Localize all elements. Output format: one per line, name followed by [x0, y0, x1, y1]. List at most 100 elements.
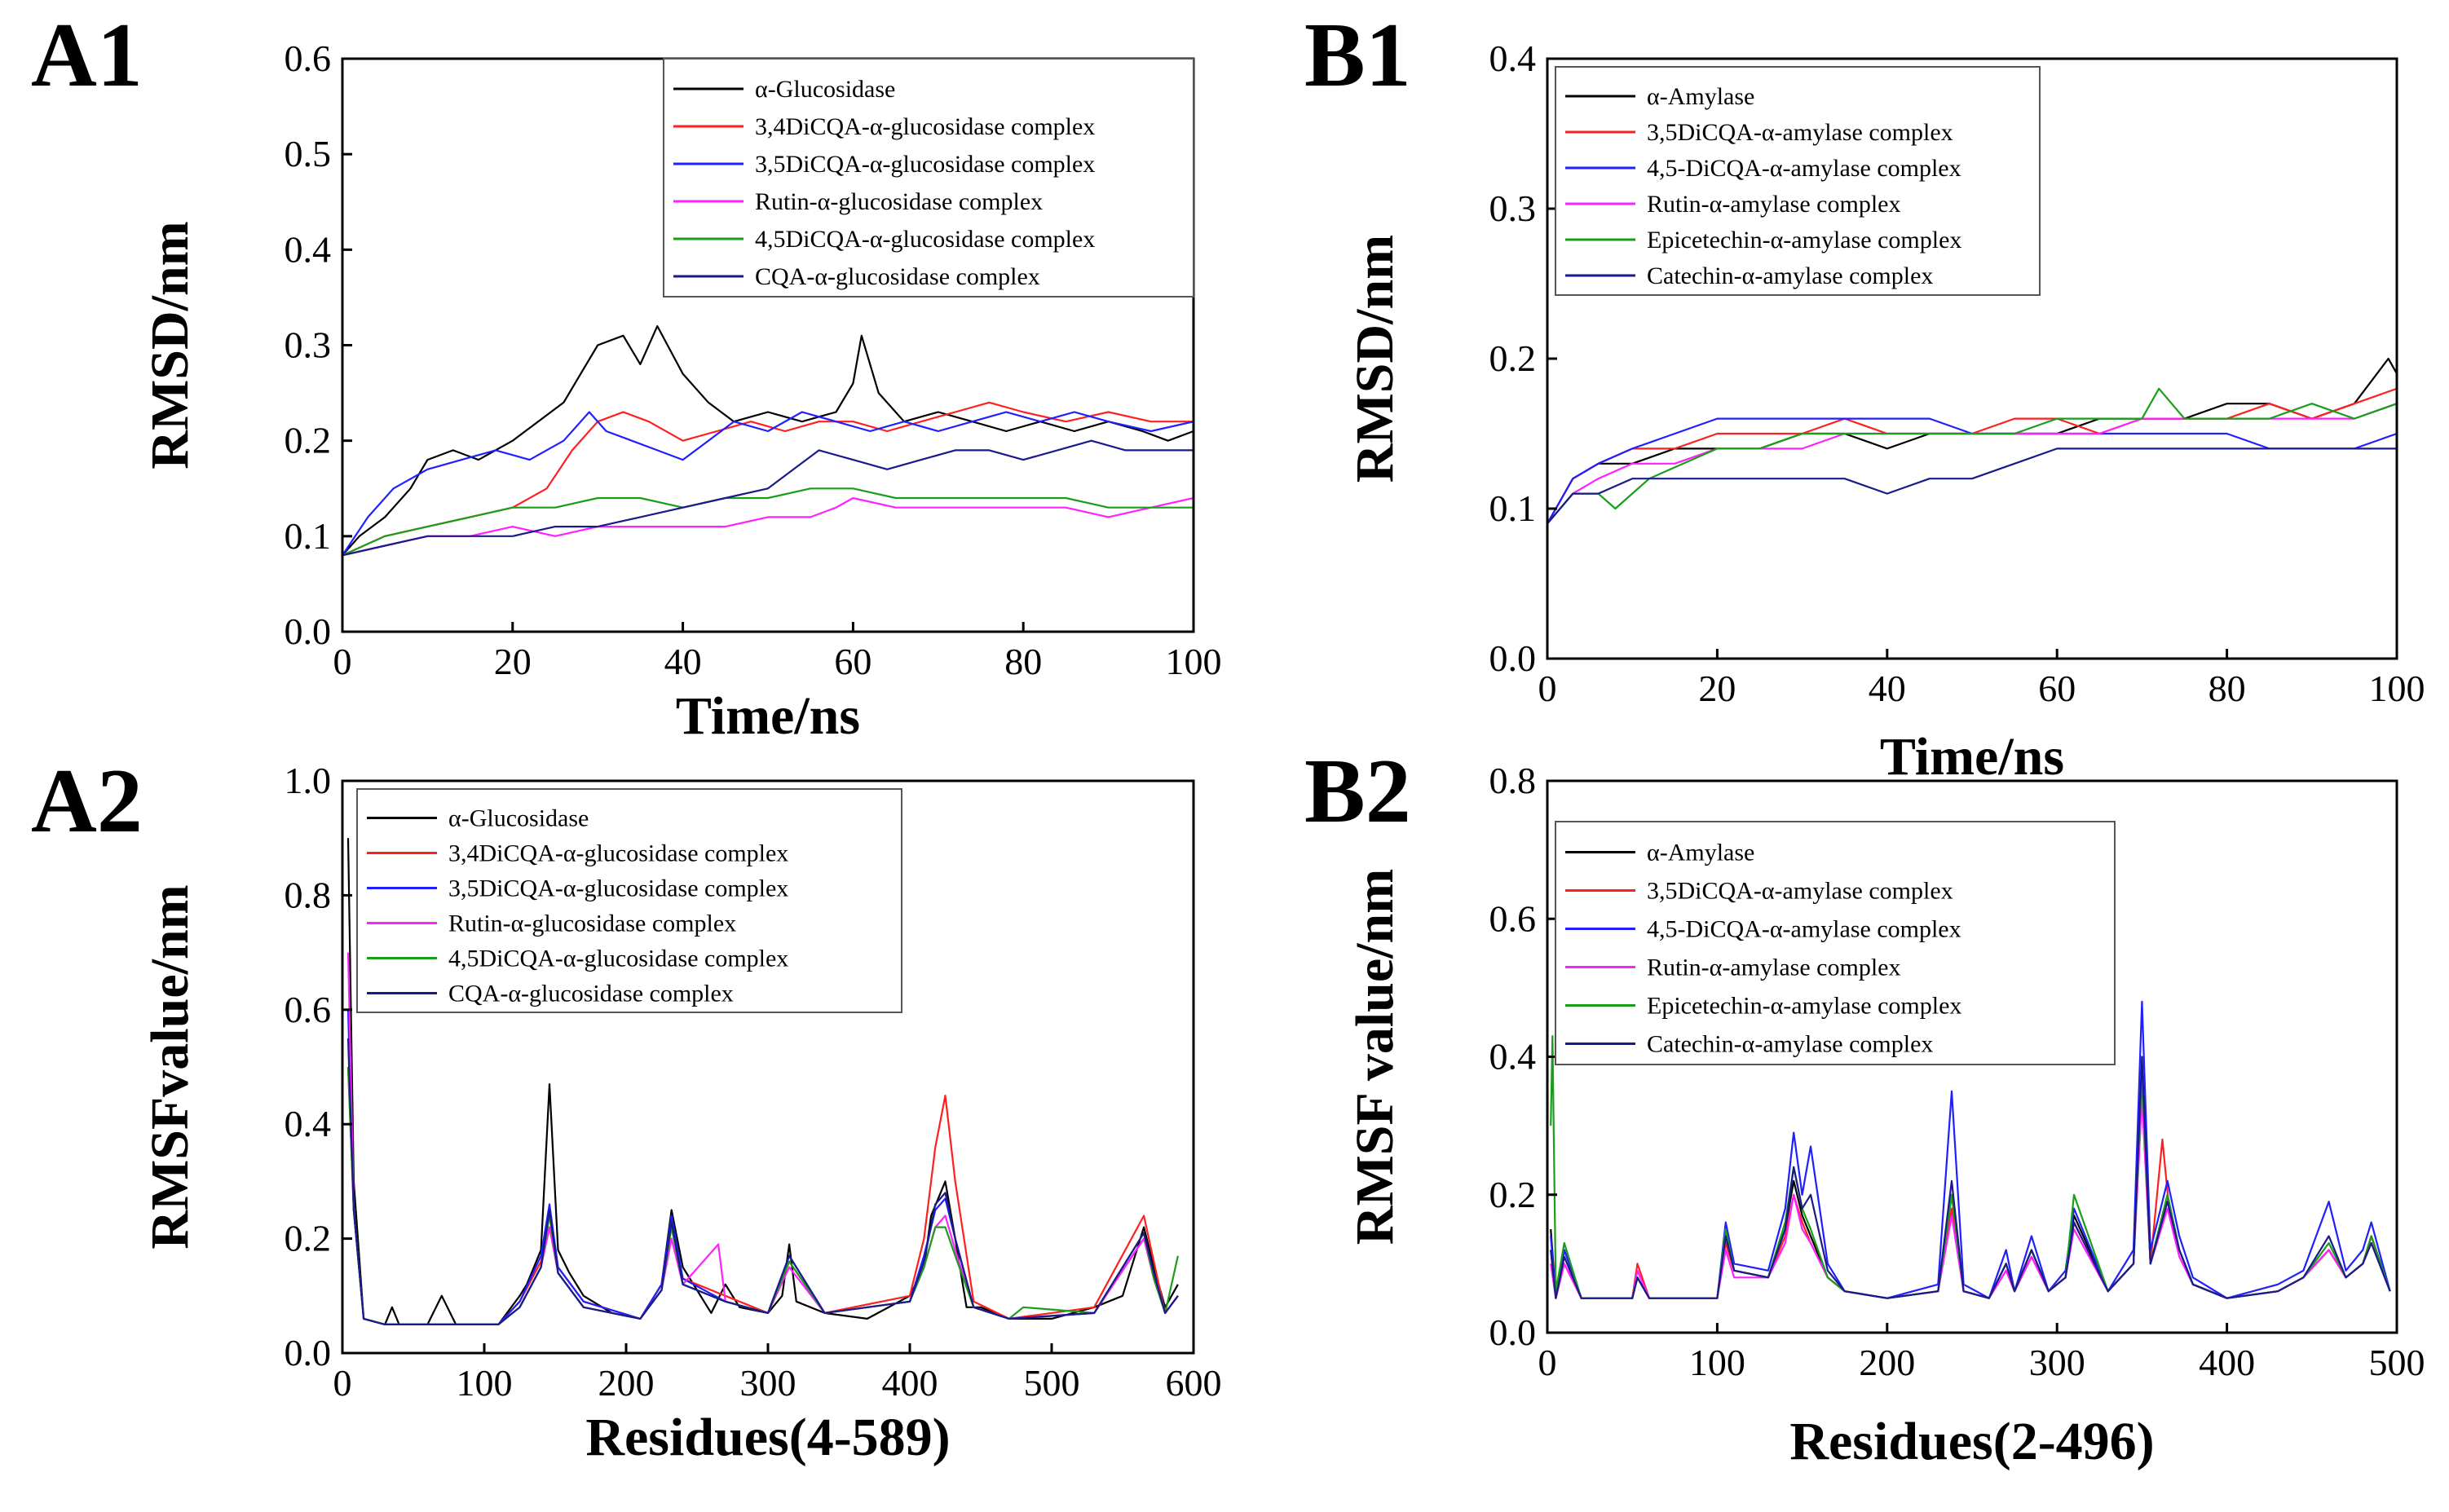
x-tick-label: 100	[1689, 1342, 1745, 1383]
legend-label: CQA-α-glucosidase complex	[755, 263, 1040, 290]
y-tick-label: 0.2	[285, 1218, 332, 1259]
y-tick-label: 0.0	[285, 1332, 332, 1373]
legend-label: 4,5-DiCQA-α-amylase complex	[1647, 155, 1961, 182]
x-tick-label: 20	[1698, 668, 1736, 709]
series-line-6	[1550, 1056, 2391, 1299]
x-tick-label: 200	[598, 1362, 655, 1404]
x-tick-label: 400	[882, 1362, 938, 1404]
legend-label: 4,5DiCQA-α-glucosidase complex	[755, 226, 1095, 253]
legend-box	[1555, 66, 2041, 296]
y-tick-label: 0.0	[285, 611, 332, 652]
panel-a2: A2 0 100 200 300 400 500 600 0.0 0.2 0.4 0.6 0.8 1.0 R…	[31, 751, 1222, 1467]
y-tick-label: 0.2	[1489, 337, 1537, 379]
y-tick-label: 0.2	[1489, 1174, 1537, 1215]
x-tick-label: 300	[740, 1362, 796, 1404]
x-tick-label: 0	[1538, 668, 1557, 709]
legend: α-Glucosidase 3,4DiCQA-α-glucosidase comp…	[356, 788, 902, 1013]
series-layer	[342, 325, 1194, 557]
legend-label: 4,5-DiCQA-α-amylase complex	[1647, 916, 1961, 943]
series-line-3	[1547, 417, 2397, 524]
y-tick-label: 0.3	[285, 324, 332, 366]
y-axis-title: RMSFvalue/nm	[140, 884, 200, 1249]
series-line-6	[1547, 447, 2397, 525]
legend-box	[663, 58, 1194, 298]
y-tick-label: 0.4	[1489, 1036, 1537, 1078]
legend-label: Rutin-α-glucosidase complex	[448, 910, 736, 937]
panel-label: B2	[1304, 741, 1411, 842]
x-tick-label: 40	[664, 641, 702, 682]
legend-label: Epicetechin-α-amylase complex	[1647, 227, 1961, 253]
x-tick-label: 80	[2209, 668, 2246, 709]
y-tick-label: 0.5	[285, 133, 332, 174]
y-tick-label: 0.4	[1489, 37, 1537, 79]
y-tick-label: 1.0	[285, 760, 332, 801]
legend-label: 3,5DiCQA-α-glucosidase complex	[448, 875, 788, 902]
panel-b2: B2 0 100 200 300 400 500 0.0 0.2 0.4 0.6 0.8 Residue…	[1304, 741, 2425, 1471]
y-tick-label: 0.6	[285, 37, 332, 79]
legend-label: α-Amylase	[1647, 83, 1754, 110]
y-axis-title: RMSD/nm	[1345, 235, 1405, 483]
legend-label: α-Amylase	[1647, 840, 1754, 866]
x-axis-title: Residues(4-589)	[585, 1408, 950, 1467]
series-layer	[1550, 1000, 2391, 1299]
x-tick-label: 60	[2038, 668, 2076, 709]
x-tick-label: 300	[2029, 1342, 2085, 1383]
panels-layer: A1 0 20 40 60 80 100 0.0 0.1 0.2 0.3 0.4 0.5 0.6 Time/…	[31, 5, 2425, 1471]
series-line-5	[342, 487, 1194, 557]
panel-label: A2	[31, 751, 143, 852]
legend: α-Glucosidase 3,4DiCQA-α-glucosidase comp…	[663, 58, 1194, 298]
y-tick-label: 0.0	[1489, 1311, 1537, 1353]
legend-label: Catechin-α-amylase complex	[1647, 262, 1933, 289]
series-line-6	[346, 1038, 1179, 1326]
y-tick-label: 0.4	[285, 1103, 332, 1144]
x-axis-title: Time/ns	[1880, 727, 2064, 787]
y-axis-title: RMSD/nm	[140, 221, 200, 469]
legend-label: 3,4DiCQA-α-glucosidase complex	[448, 840, 788, 867]
series-line-3	[342, 411, 1194, 556]
y-tick-label: 0.6	[285, 989, 332, 1030]
x-tick-label: 80	[1004, 641, 1042, 682]
legend-label: Rutin-α-amylase complex	[1647, 191, 1900, 218]
legend-label: Epicetechin-α-amylase complex	[1647, 993, 1961, 1020]
legend: α-Amylase 3,5DiCQA-α-amylase complex 4,5-D…	[1555, 821, 2116, 1065]
x-tick-label: 0	[333, 641, 352, 682]
legend-label: Rutin-α-amylase complex	[1647, 954, 1900, 981]
y-tick-label: 0.8	[285, 874, 332, 915]
x-tick-label: 200	[1859, 1342, 1915, 1383]
y-tick-label: 0.8	[1489, 760, 1537, 801]
panel-label: B1	[1304, 5, 1411, 106]
x-axis-title: Residues(2-496)	[1789, 1412, 2154, 1471]
series-layer	[346, 838, 1179, 1326]
x-tick-label: 100	[2369, 668, 2425, 709]
x-tick-label: 500	[1024, 1362, 1080, 1404]
legend-box	[356, 788, 902, 1013]
legend-label: Catechin-α-amylase complex	[1647, 1031, 1933, 1058]
x-axis-title: Time/ns	[676, 686, 860, 746]
x-tick-label: 500	[2369, 1342, 2425, 1383]
x-tick-label: 100	[457, 1362, 513, 1404]
legend: α-Amylase 3,5DiCQA-α-amylase complex 4,5-D…	[1555, 66, 2041, 296]
legend-label: Rutin-α-glucosidase complex	[755, 188, 1043, 215]
legend-label: CQA-α-glucosidase complex	[448, 981, 734, 1007]
x-tick-label: 400	[2199, 1342, 2255, 1383]
x-tick-label: 40	[1869, 668, 1906, 709]
series-layer	[1547, 357, 2397, 525]
y-tick-label: 0.4	[285, 228, 332, 270]
y-tick-label: 0.6	[1489, 897, 1537, 939]
panel-b1: B1 0 20 40 60 80 100 0.0 0.1 0.2 0.3 0.4 Time/ns RMSD…	[1304, 5, 2425, 787]
x-tick-label: 0	[1538, 1342, 1557, 1383]
legend-label: 3,5DiCQA-α-amylase complex	[1647, 119, 1953, 146]
series-line-4	[342, 496, 1194, 557]
x-tick-label: 20	[494, 641, 532, 682]
panel-label: A1	[31, 5, 143, 106]
y-tick-label: 0.0	[1489, 637, 1537, 679]
legend-box	[1555, 821, 2116, 1065]
y-axis-title: RMSF value/nm	[1345, 869, 1405, 1245]
series-line-5	[1547, 387, 2397, 525]
x-tick-label: 0	[333, 1362, 352, 1404]
legend-label: α-Glucosidase	[448, 805, 589, 832]
series-line-6	[342, 439, 1194, 557]
x-tick-label: 60	[834, 641, 871, 682]
